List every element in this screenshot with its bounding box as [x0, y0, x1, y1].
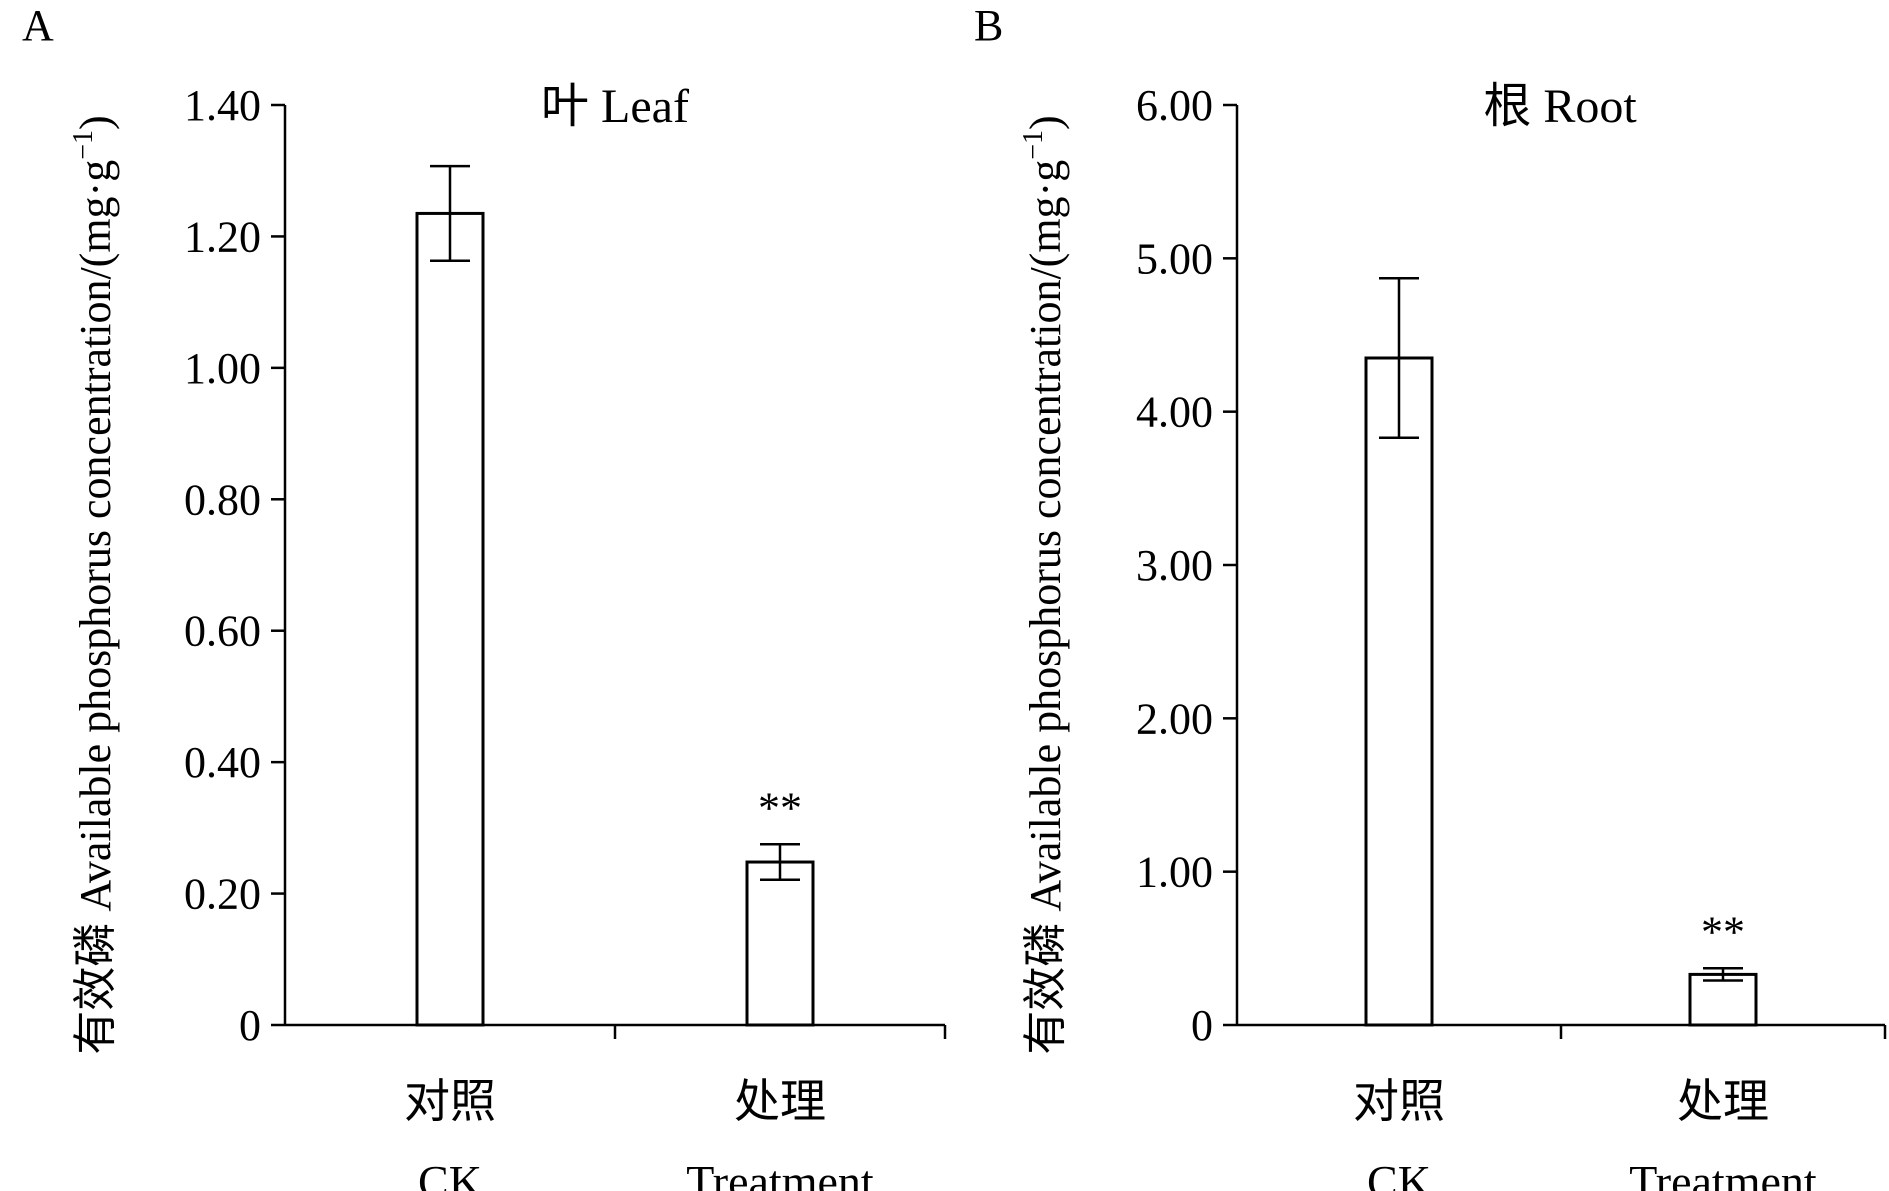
- y-tick-label: 5.00: [1136, 234, 1213, 283]
- y-tick-label: 0: [1191, 1001, 1213, 1050]
- bar-treatment: [745, 860, 815, 1027]
- panel-label: A: [22, 1, 54, 50]
- y-tick-label: 3.00: [1136, 541, 1213, 590]
- y-axis-label-sup: −1: [68, 130, 99, 160]
- bar-ck: [415, 211, 485, 1027]
- chart-title: 根 Root: [1483, 80, 1637, 133]
- y-tick-label: 0: [239, 1001, 261, 1050]
- y-tick-label: 0.40: [184, 738, 261, 787]
- y-axis-label-en: Available phosphorus concentration/(mg·g: [71, 160, 120, 912]
- y-tick-label: 0.80: [184, 475, 261, 524]
- y-axis-label: 有效磷 Available phosphorus concentration/(…: [1018, 115, 1070, 1054]
- x-tick-label-en: Treatment: [1629, 1156, 1817, 1191]
- x-tick-label-en: CK: [418, 1156, 482, 1191]
- significance-marker: **: [758, 783, 802, 832]
- y-tick-label: 4.00: [1136, 388, 1213, 437]
- chart-panel-b: B 根 Root 0 1.00 2.00 3.00 4.00 5.00 6.00 有效磷 Avai…: [974, 1, 1887, 1191]
- y-axis-label-sup: −1: [1018, 130, 1049, 160]
- chart-title: 叶 Leaf: [541, 80, 689, 133]
- x-tick-label-cn: 处理: [734, 1076, 826, 1127]
- y-axis-label-cn: 有效磷: [1021, 912, 1070, 1055]
- x-tick-label-cn: 对照: [404, 1076, 496, 1127]
- y-tick-label: 1.00: [184, 344, 261, 393]
- bar-ck: [1364, 356, 1434, 1027]
- y-tick-label: 0.60: [184, 607, 261, 656]
- y-tick-label: 0.20: [184, 870, 261, 919]
- y-tick-label: 1.40: [184, 81, 261, 130]
- x-tick-label-en: Treatment: [686, 1156, 874, 1191]
- y-tick-label: 1.00: [1136, 848, 1213, 897]
- y-tick-label: 6.00: [1136, 81, 1213, 130]
- panel-label: B: [974, 1, 1003, 50]
- y-axis-label-close: ): [1021, 115, 1070, 130]
- bar-treatment: [1688, 972, 1758, 1027]
- y-axis-label-en: Available phosphorus concentration/(mg·g: [1021, 160, 1070, 912]
- x-tick-label-cn: 处理: [1677, 1076, 1769, 1127]
- y-tick-label: 1.20: [184, 212, 261, 261]
- y-axis-label-close: ): [71, 115, 120, 130]
- y-tick-label: 2.00: [1136, 694, 1213, 743]
- y-axis-label-cn: 有效磷: [71, 912, 120, 1055]
- significance-marker: **: [1701, 907, 1745, 956]
- y-axis-label: 有效磷 Available phosphorus concentration/(…: [68, 115, 120, 1054]
- x-tick-label-en: CK: [1367, 1156, 1431, 1191]
- x-tick-label-cn: 对照: [1353, 1076, 1445, 1127]
- chart-panel-a: A 叶 Leaf 0 0.20 0.40 0.60 0.80 1.00 1.20 1.40 有效磷 …: [22, 1, 947, 1191]
